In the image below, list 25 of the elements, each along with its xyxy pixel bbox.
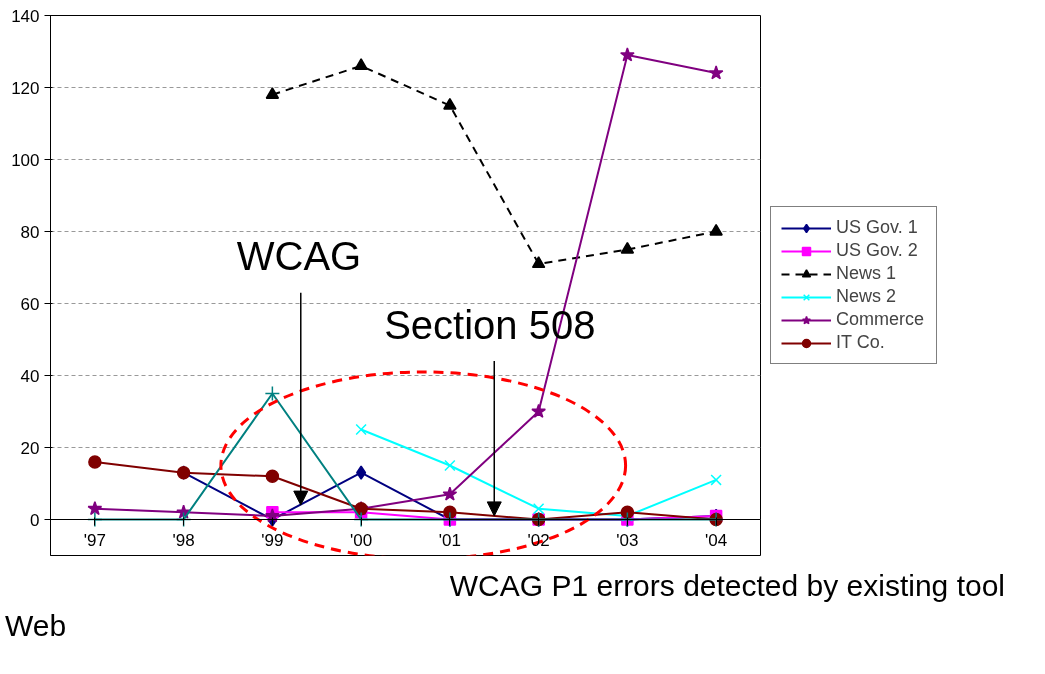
x-tick-label: '98 (172, 530, 195, 550)
y-tick-label: 140 (11, 6, 40, 26)
x-tick-label: '03 (616, 530, 639, 550)
x-tick-label: '00 (350, 530, 373, 550)
legend-label: US Gov. 2 (836, 240, 919, 261)
y-tick-label: 0 (30, 510, 40, 530)
legend-label: News 2 (836, 286, 898, 307)
legend-label: Commerce (836, 309, 925, 330)
legend-label: News 1 (836, 263, 898, 284)
x-tick-label: '04 (705, 530, 728, 550)
text: Web (5, 609, 67, 642)
x-tick-label: '01 (438, 530, 461, 550)
annotation: WCAG (236, 234, 362, 279)
y-tick-label: 60 (20, 294, 40, 314)
x-tick-label: '02 (527, 530, 550, 550)
x-tick-label: '97 (83, 530, 106, 550)
y-tick-label: 120 (11, 78, 40, 98)
y-tick-label: 80 (20, 222, 40, 242)
text: WCAG P1 errors detected by existing tool (449, 569, 1005, 602)
y-tick-label: 20 (20, 438, 40, 458)
y-tick-label: 40 (20, 366, 40, 386)
legend-label: US Gov. 1 (836, 217, 919, 238)
x-tick-label: '99 (261, 530, 284, 550)
y-tick-label: 100 (11, 150, 40, 170)
legend-label: IT Co. (836, 332, 886, 353)
